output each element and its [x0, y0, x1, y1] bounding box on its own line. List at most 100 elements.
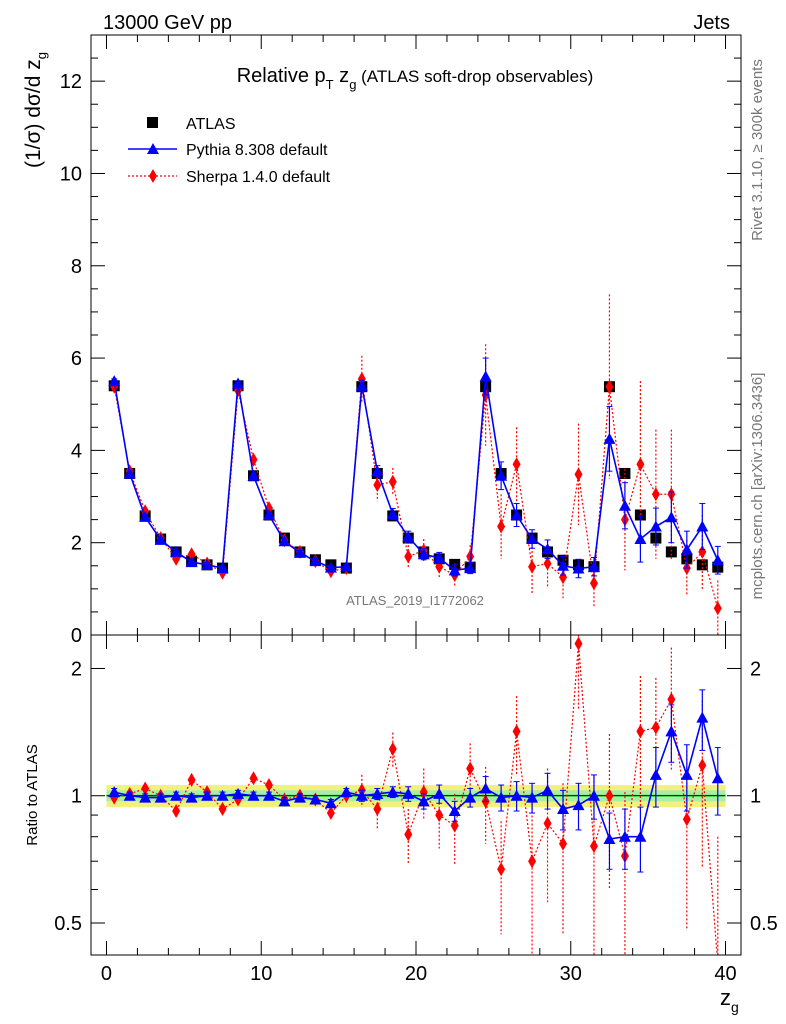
ratio-y-tick-label: 1 — [71, 786, 82, 808]
sherpa-point — [713, 601, 722, 616]
chart-title-suffix: (ATLAS soft-drop observables) — [356, 67, 593, 86]
sherpa-point — [187, 547, 196, 562]
pythia-point — [464, 562, 477, 574]
y-tick-label: 6 — [71, 348, 82, 370]
pythia-point — [417, 548, 430, 560]
ratio-pythia-point — [278, 795, 291, 807]
x-tick-label: 40 — [714, 963, 736, 985]
pythia-point — [154, 533, 167, 545]
pythia-point — [526, 533, 539, 544]
ratio-pythia-point — [479, 782, 492, 794]
x-tick-label: 30 — [560, 963, 582, 985]
ratio-sherpa-point — [512, 724, 521, 739]
ratio-sherpa-point — [218, 802, 227, 817]
sherpa-point — [512, 457, 521, 472]
ratio-sherpa-point — [543, 816, 552, 831]
pythia-point — [108, 375, 121, 387]
ratio-sherpa-point — [388, 741, 397, 756]
pythia-point — [402, 530, 415, 542]
pythia-point — [649, 520, 662, 532]
ratio-pythia-point — [495, 791, 508, 803]
pythia-point — [572, 562, 585, 574]
rivet-label: Rivet 3.1.10, ≥ 300k events — [749, 59, 766, 241]
ratio-sherpa-point — [682, 812, 691, 827]
ratio-pythia-point — [665, 725, 678, 737]
pythia-point — [247, 469, 260, 481]
pythia-point — [185, 556, 198, 568]
legend-pythia-marker — [147, 143, 159, 154]
legend-atlas-marker — [147, 117, 158, 128]
ratio-sherpa-point — [497, 862, 506, 877]
sherpa-point — [559, 570, 568, 585]
pythia-point — [324, 561, 337, 573]
ratio-pythia-point — [201, 789, 214, 801]
x-axis-label-sub: g — [731, 999, 739, 1015]
legend-sherpa-marker — [149, 169, 157, 183]
pythia-point — [340, 560, 353, 572]
sherpa-point — [651, 487, 660, 502]
pythia-point — [665, 511, 678, 523]
pythia-point — [386, 508, 399, 520]
ratio-pythia-point — [572, 799, 585, 811]
y-tick-label: 2 — [71, 533, 82, 555]
sherpa-point — [698, 544, 707, 559]
pythia-point — [278, 535, 291, 547]
pythia-point — [262, 509, 275, 520]
sherpa-point — [589, 576, 598, 591]
ratio-sherpa-point — [450, 818, 459, 833]
ratio-pythia-point — [355, 789, 368, 801]
chart-title: Relative pT zg (ATLAS soft-drop observab… — [237, 65, 594, 92]
ratio-sherpa-point — [559, 836, 568, 851]
sherpa-point — [543, 556, 552, 571]
pythia-point — [232, 377, 245, 389]
legend-atlas-label: ATLAS — [186, 116, 236, 133]
ratio-sherpa-point — [404, 827, 413, 842]
ratio-sherpa-point — [589, 839, 598, 854]
y-tick-label: 8 — [71, 256, 82, 278]
ratio-sherpa-point — [651, 720, 660, 735]
ratio-sherpa-point — [698, 758, 707, 773]
ratio-sherpa-point — [528, 854, 537, 869]
ratio-pythia-point — [108, 786, 121, 798]
ratio-pythia-point — [324, 797, 337, 809]
ratio-pythia-point — [386, 786, 399, 798]
x-tick-label: 0 — [101, 963, 112, 985]
ratio-pythia-point — [293, 791, 306, 803]
ratio-y-tick-label: 2 — [71, 658, 82, 680]
x-axis-label-main: z — [720, 985, 731, 1010]
ratio-sherpa-point — [574, 636, 583, 651]
mcplots-label: mcplots.cern.ch [arXiv:1306.3436] — [749, 373, 766, 600]
ratio-pythia-point — [262, 789, 275, 801]
sherpa-line — [113, 378, 719, 609]
pythia-point — [510, 509, 523, 520]
ratio-pythia-point — [587, 789, 600, 801]
pythia-point — [433, 551, 446, 563]
ratio-pythia-point — [402, 787, 415, 799]
ratio-pythia-point — [309, 793, 322, 805]
pythia-point — [541, 543, 554, 555]
ratio-pythia-point — [649, 768, 662, 780]
ratio-pythia-point — [680, 768, 693, 780]
legend-pythia-label: Pythia 8.308 default — [186, 142, 328, 159]
ratio-pythia-point — [170, 789, 183, 801]
ratio-pythia-point — [139, 791, 152, 803]
ratio-sherpa-point — [605, 788, 614, 803]
ratio-pythia-line — [114, 714, 719, 840]
pythia-point — [309, 555, 322, 567]
pythia-point — [495, 469, 508, 481]
sherpa-point — [357, 371, 366, 386]
ratio-sherpa-point — [264, 778, 273, 793]
y-axis-label-main: (1/σ) dσ/d z — [22, 59, 45, 168]
sherpa-point — [404, 549, 413, 564]
pythia-line — [113, 376, 719, 572]
atlas-point — [665, 546, 677, 558]
sherpa-point — [373, 478, 382, 492]
ratio-pythia-point — [541, 784, 554, 796]
sherpa-point — [497, 519, 506, 534]
ratio-sherpa-line — [114, 643, 718, 955]
main-plot-area — [108, 294, 724, 635]
y-axis-label-sub: g — [34, 52, 49, 59]
pythia-point — [603, 432, 616, 444]
